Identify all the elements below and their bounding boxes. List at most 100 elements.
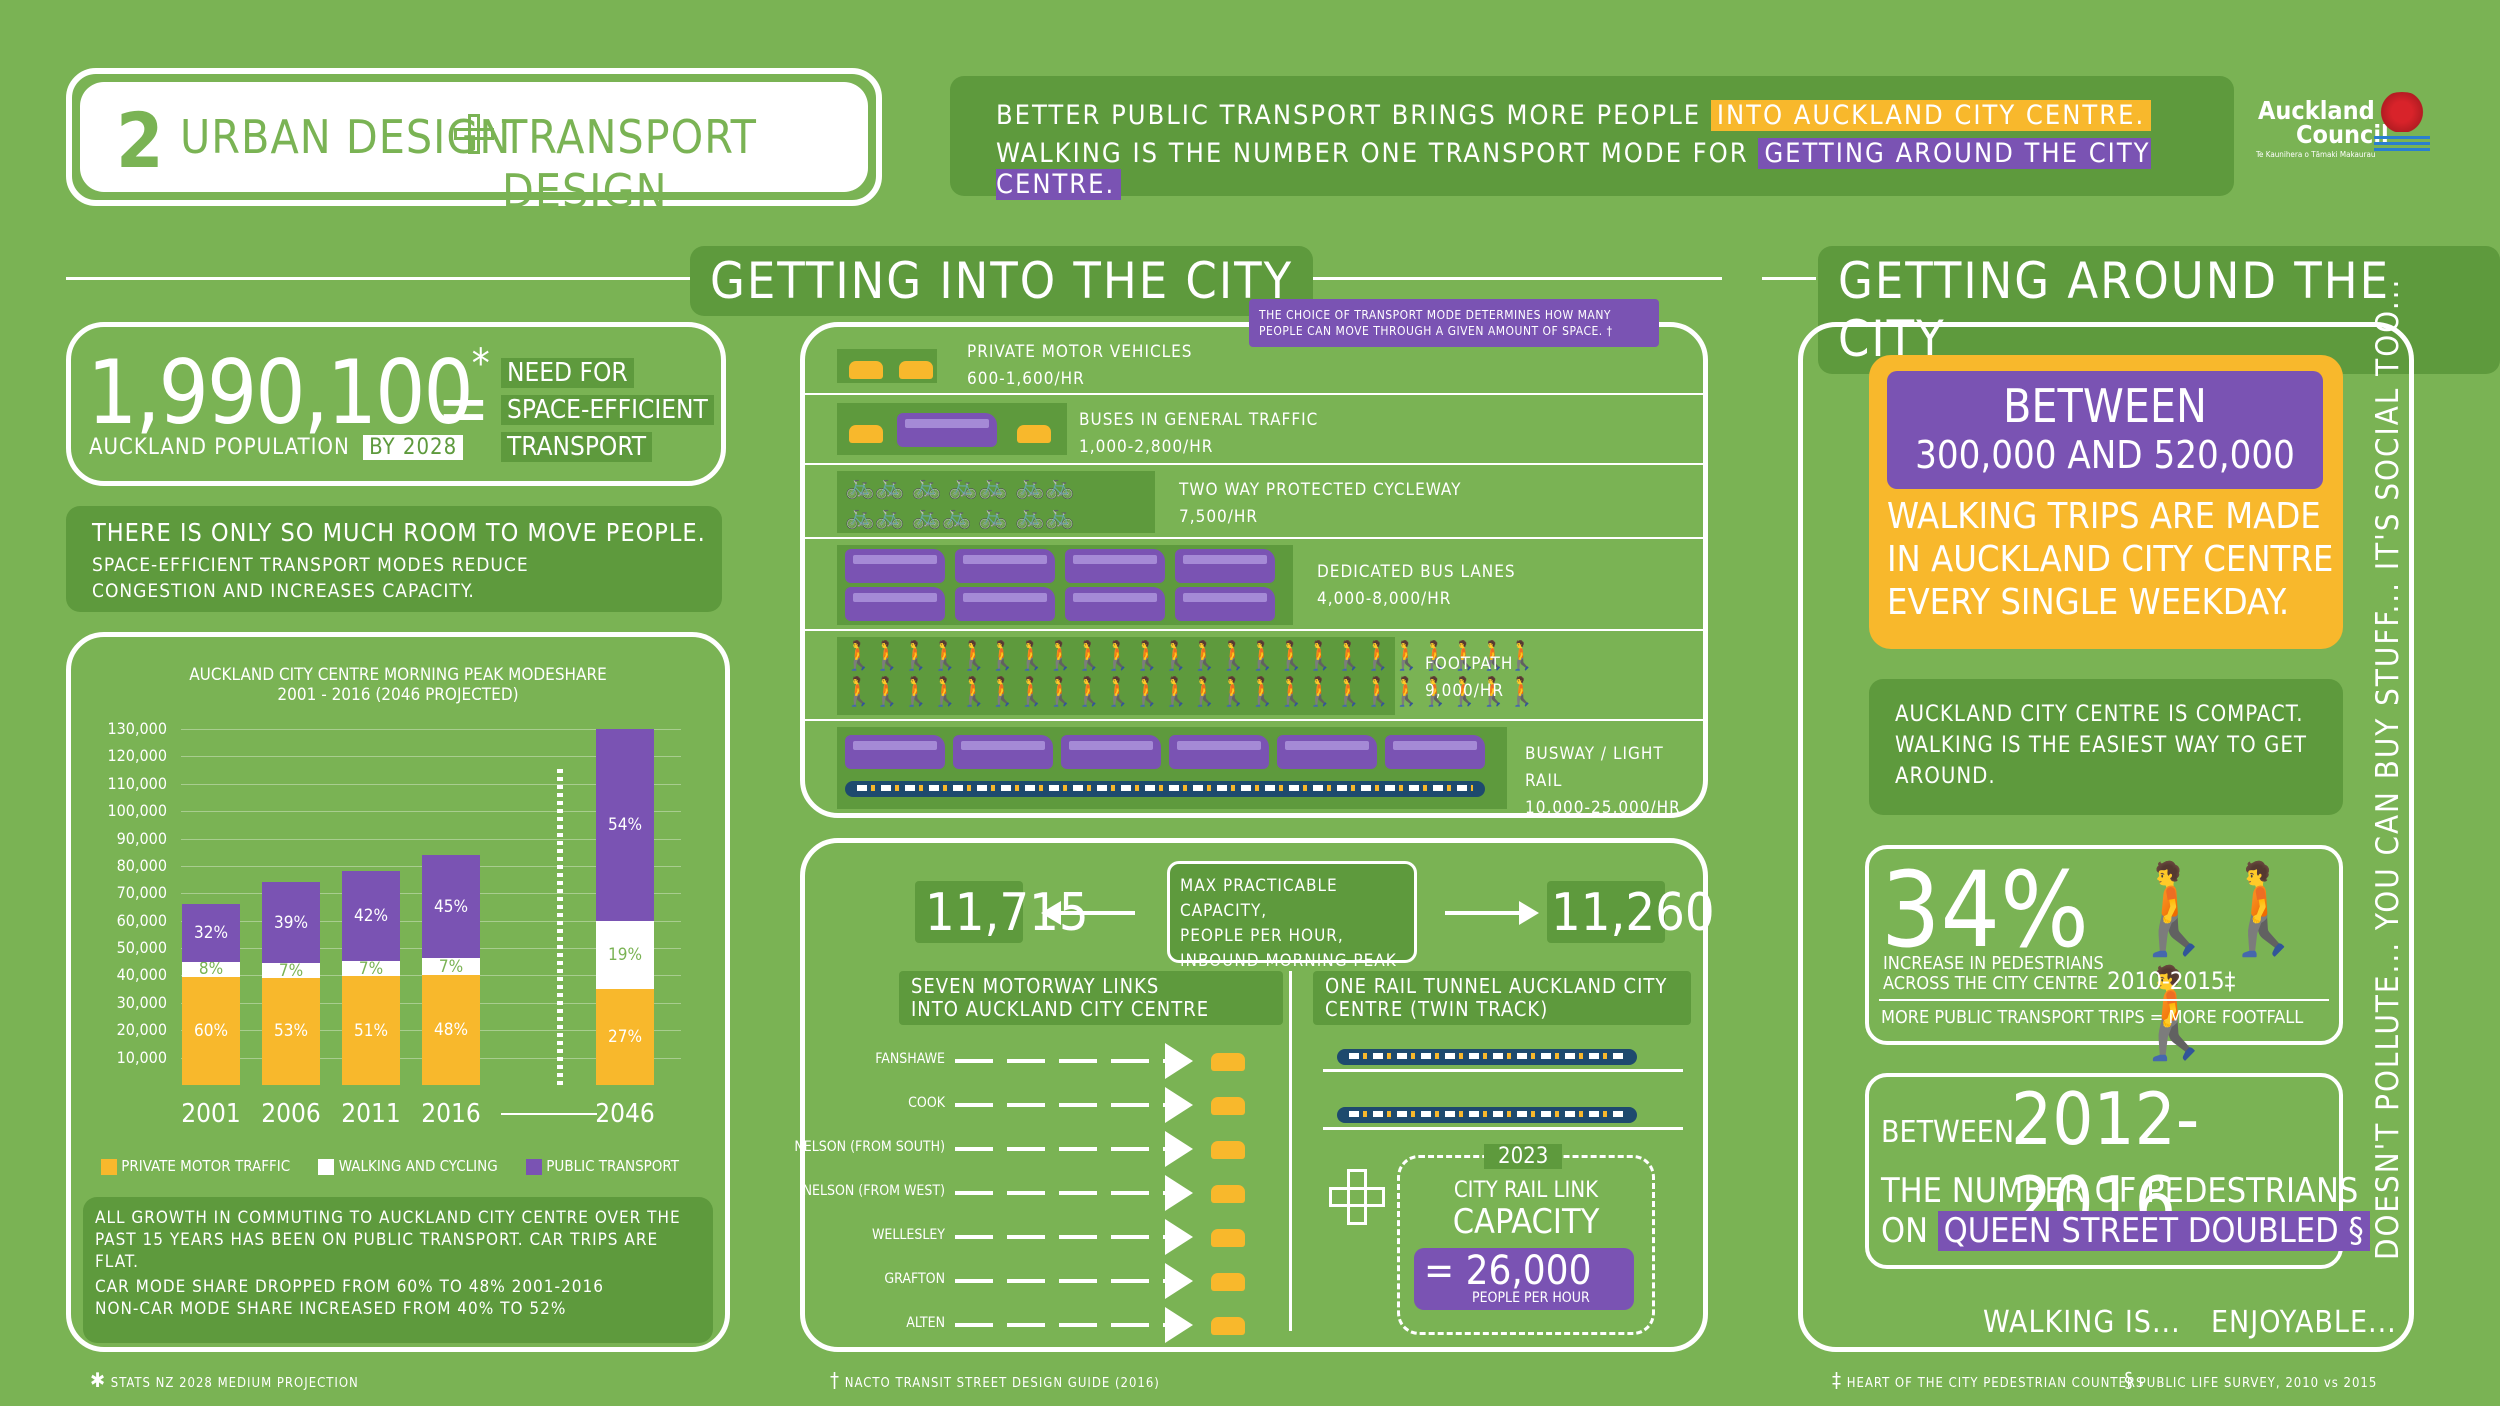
legend-walking-swatch (318, 1158, 335, 1175)
x-tick-label: 2046 (595, 1099, 655, 1129)
y-tick-label: 20,000 (116, 1020, 167, 1040)
divider-around-left (1762, 277, 1816, 280)
capacity-box: 11,715 MAX PRACTICABLE CAPACITY, PEOPLE … (794, 838, 1715, 1352)
mode-name-cycleway: TWO WAY PROTECTED CYCLEWAY (1179, 480, 1462, 500)
population-by-badge: BY 2028 (363, 435, 464, 460)
queen-street-highlight: QUEEN STREET DOUBLED § (1937, 1211, 2370, 1251)
car-icon (1211, 1229, 1245, 1247)
divider-into-right (1188, 277, 1722, 280)
motorway-link-row: NELSON (FROM WEST) (803, 1175, 1275, 1211)
chart-note-2: CAR MODE SHARE DROPPED FROM 60% TO 48% 2… (95, 1277, 604, 1297)
footnote-nacto: NACTO TRANSIT STREET DESIGN GUIDE (2016) (844, 1376, 1160, 1391)
capacity-center-line-2: PEOPLE PER HOUR, (1180, 926, 1344, 946)
projection-divider (557, 769, 563, 1085)
footnote-public-life: PUBLIC LIFE SURVEY, 2010 vs 2015 (2138, 1376, 2378, 1391)
room-body: SPACE-EFFICIENT TRANSPORT MODES REDUCE C… (92, 554, 529, 602)
queen-street-panel: BETWEEN 2012-2016 THE NUMBER OF PEDESTRI… (1865, 1073, 2370, 1269)
queen-line-2a: ON (1881, 1211, 1928, 1251)
mode-row-buses-general: BUSES IN GENERAL TRAFFIC 1,000-2,800/HR (805, 397, 1703, 465)
capacity-center-line-3: INBOUND MORNING PEAK (1180, 951, 1397, 971)
mode-rate-busway: 10,000-25,000/HR (1525, 798, 1681, 818)
title-transport-design: TRANSPORT DESIGN (502, 110, 757, 218)
queen-line-1: THE NUMBER OF PEDESTRIANS (1881, 1171, 2359, 1211)
rail-capacity-value: 11,260 (1551, 883, 1715, 943)
getting-around-box: BETWEEN 300,000 AND 520,000 WALKING TRIP… (1798, 322, 2414, 1352)
y-tick-label: 90,000 (116, 828, 167, 848)
train-icon (845, 781, 1485, 797)
mode-rate-buses-general: 1,000-2,800/HR (1079, 437, 1214, 457)
auckland-council-logo: Auckland Council Te Kaunihera o Tāmaki M… (2256, 92, 2436, 162)
car-icon (1211, 1185, 1245, 1203)
bus-icon (1065, 549, 1165, 583)
mode-row-cars: PRIVATE MOTOR VEHICLES 600-1,600/HR (805, 337, 1703, 395)
walking-trips-range: 300,000 AND 520,000 (1915, 433, 2295, 477)
bar-segment: 39% (262, 882, 320, 964)
footnote-mark-double-dagger: ‡ (1832, 1368, 1842, 1392)
bar-segment: 53% (262, 977, 320, 1085)
y-tick-label: 130,000 (107, 719, 167, 738)
room-panel: THERE IS ONLY SO MUCH ROOM TO MOVE PEOPL… (66, 506, 722, 612)
legend-private-swatch (101, 1158, 117, 1175)
x-tick-label: 2001 (181, 1099, 241, 1129)
walking-is-label: WALKING IS... (1983, 1305, 2181, 1340)
footnote-heart-of-city: HEART OF THE CITY PEDESTRIAN COUNTERS (1846, 1376, 2145, 1391)
heading-getting-into-city: GETTING INTO THE CITY (690, 246, 1314, 316)
link-fanshawe: FANSHAWE (875, 1051, 945, 1067)
bicycle-icon: 🚲🚲 🚲🚲 🚲 🚲🚲 (845, 502, 1075, 530)
bus-icon (1061, 735, 1161, 769)
chart-note-3: NON-CAR MODE SHARE INCREASED FROM 40% TO… (95, 1299, 567, 1319)
train-icon (1337, 1049, 1637, 1065)
footnote-stats-nz: STATS NZ 2028 MEDIUM PROJECTION (110, 1376, 359, 1391)
car-icon (1211, 1141, 1245, 1159)
x-tick-label: 2011 (341, 1099, 401, 1129)
mode-name-cars: PRIVATE MOTOR VEHICLES (967, 342, 1193, 362)
intro-highlight-1: INTO AUCKLAND CITY CENTRE. (1710, 100, 2152, 131)
y-gridline (181, 756, 681, 758)
pedestrian-icon: 🚶🚶🚶🚶🚶🚶🚶🚶🚶🚶🚶🚶🚶🚶🚶🚶🚶🚶🚶🚶🚶🚶🚶🚶 (841, 639, 1540, 672)
mode-rate-cars: 600-1,600/HR (967, 369, 1085, 389)
bicycle-icon: 🚲🚲 🚲 🚲🚲 🚲🚲 (845, 472, 1075, 500)
pedestrian-increase-panel: 34% 🚶🚶🚶 INCREASE IN PEDESTRIANS ACROSS T… (1865, 845, 2343, 1064)
population-value: 1,990,100 (87, 341, 474, 444)
bus-icon (1277, 735, 1377, 769)
walking-people-icon: 🚶🚶🚶 (2119, 857, 2318, 1064)
mode-row-bus-lanes: DEDICATED BUS LANES 4,000-8,000/HR (805, 541, 1703, 631)
legend-private-label: PRIVATE MOTOR TRAFFIC (121, 1157, 291, 1175)
compact-text: AUCKLAND CITY CENTRE IS COMPACT. WALKING… (1895, 702, 2307, 789)
chart-title: AUCKLAND CITY CENTRE MORNING PEAK MODESH… (189, 665, 607, 685)
y-gridline (181, 838, 681, 840)
projection-arrow (501, 1113, 597, 1115)
link-alten: ALTEN (906, 1315, 945, 1331)
water-icon (2374, 136, 2430, 152)
mode-name-bus-lanes: DEDICATED BUS LANES (1317, 562, 1516, 582)
footnote-mark-dagger: † (830, 1368, 840, 1392)
y-tick-label: 50,000 (116, 938, 167, 958)
bar-segment: 7% (342, 959, 400, 979)
footfall-text: MORE PUBLIC TRANSPORT TRIPS = MORE FOOTF… (1881, 1007, 2304, 1028)
divider-into-left (66, 277, 696, 280)
mode-name-buses-general: BUSES IN GENERAL TRAFFIC (1079, 410, 1319, 430)
motorway-title: SEVEN MOTORWAY LINKS INTO AUCKLAND CITY … (899, 971, 1283, 1025)
bus-icon (845, 549, 945, 583)
y-tick-label: 60,000 (116, 910, 167, 930)
bar-segment: 32% (182, 904, 240, 963)
modeshare-chart-box: AUCKLAND CITY CENTRE MORNING PEAK MODESH… (66, 632, 730, 1352)
y-tick-label: 80,000 (116, 855, 167, 875)
mode-rate-footpath: 9,000/HR (1425, 681, 1505, 701)
link-nelson-south: NELSON (FROM SOUTH) (794, 1139, 945, 1155)
x-tick-label: 2006 (261, 1099, 321, 1129)
pedestrian-increase-label-1: INCREASE IN PEDESTRIANS (1883, 953, 2104, 974)
y-tick-label: 70,000 (116, 883, 167, 903)
legend-walking-label: WALKING AND CYCLING (338, 1157, 498, 1175)
y-tick-label: 110,000 (107, 773, 167, 793)
car-icon (849, 361, 883, 379)
bar-segment: 7% (422, 957, 480, 977)
bus-icon (845, 735, 945, 769)
bus-icon (1385, 735, 1485, 769)
car-icon (849, 425, 883, 443)
bus-icon (955, 549, 1055, 583)
bus-icon (1175, 549, 1275, 583)
mode-row-busway: BUSWAY / LIGHT RAIL 10,000-25,000/HR (805, 723, 1703, 818)
car-icon (1211, 1053, 1245, 1071)
motorway-link-row: NELSON (FROM SOUTH) (794, 1131, 1275, 1167)
